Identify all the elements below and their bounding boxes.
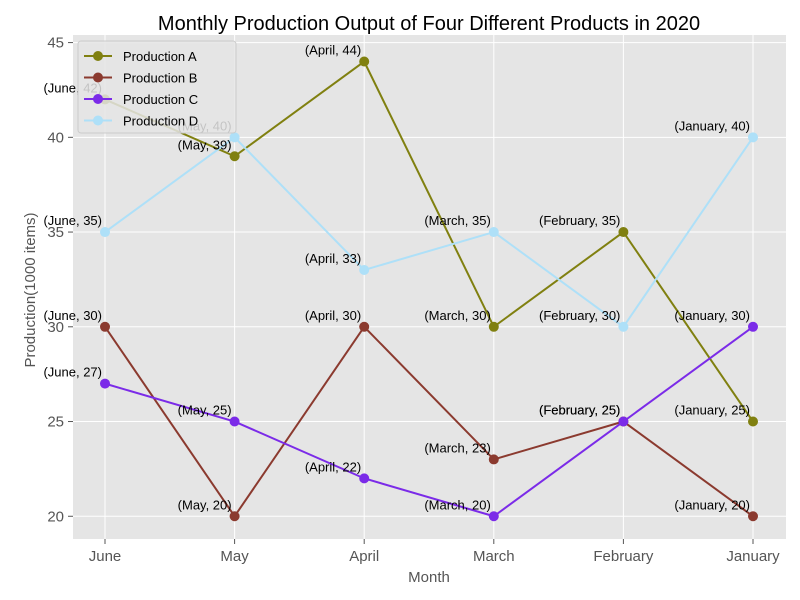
legend-box <box>77 40 237 134</box>
data-point-production-a <box>359 56 370 67</box>
legend-label: Production B <box>123 71 197 86</box>
legend-marker <box>93 51 103 61</box>
x-axis-label: Month <box>408 569 450 586</box>
data-label: (April, 33) <box>305 251 361 266</box>
data-label: (April, 44) <box>305 43 361 58</box>
y-tick-label: 35 <box>47 224 64 241</box>
series-line-production-d <box>104 135 754 329</box>
series-production-d <box>100 132 758 332</box>
data-label: (April, 30) <box>305 308 361 323</box>
data-label: (May, 39) <box>178 137 232 152</box>
data-label: (January, 20) <box>674 497 750 512</box>
data-label: (May, 25) <box>178 403 232 418</box>
data-label: (January, 25) <box>674 403 750 418</box>
legend-marker <box>93 115 103 126</box>
chart-title: Monthly Production Output of Four Differ… <box>158 13 700 35</box>
x-tick-label: February <box>593 548 654 565</box>
data-label: (March, 20) <box>424 497 490 512</box>
legend-entry: Production A <box>84 49 197 64</box>
data-point-production-d <box>229 132 240 143</box>
legend-marker <box>93 94 103 104</box>
data-point-production-a <box>488 321 499 332</box>
x-tick-label: January <box>726 548 780 565</box>
y-axis-label: Production(1000 items) <box>22 212 39 367</box>
data-label: (February, 35) <box>539 213 620 228</box>
data-point-production-a <box>748 416 758 427</box>
data-label: (March, 35) <box>424 213 490 228</box>
series-line-production-a <box>104 60 754 423</box>
data-point-production-c <box>488 511 499 522</box>
x-tick-label: June <box>89 548 122 565</box>
legend-entry: Production C <box>84 92 198 107</box>
legend-label: Production C <box>123 92 198 107</box>
grid <box>73 35 786 539</box>
legend-label: Production D <box>123 114 198 129</box>
y-tick-label: 20 <box>47 508 64 525</box>
x-tick-label: March <box>473 548 515 565</box>
y-tick-label: 25 <box>47 414 64 431</box>
data-label: (February, 25) <box>539 403 620 418</box>
data-point-production-a <box>229 151 240 162</box>
data-point-production-b <box>488 454 499 465</box>
x-tick-label: May <box>220 548 249 565</box>
y-tick-label: 30 <box>47 319 64 336</box>
data-point-production-d <box>100 227 110 238</box>
legend-entry: Production B <box>84 71 197 86</box>
data-label: (January, 30) <box>674 308 750 323</box>
data-label: (May, 20) <box>178 497 232 512</box>
legend-marker <box>93 72 103 83</box>
data-point-production-d <box>359 264 370 275</box>
data-point-production-c <box>748 321 758 332</box>
data-label: (June, 35) <box>43 213 102 228</box>
legend-label: Production A <box>123 49 197 64</box>
data-point-production-d <box>488 227 499 238</box>
data-label: (March, 23) <box>424 440 490 455</box>
legend: Production A Production B Production C Prod… <box>77 40 237 134</box>
y-tick-label: 40 <box>47 129 64 146</box>
data-point-production-d <box>618 321 629 332</box>
legend-entry: Production D <box>84 114 198 129</box>
series-line-production-c <box>104 325 754 518</box>
data-label: (March, 30) <box>424 308 490 323</box>
data-label: (April, 22) <box>305 459 361 474</box>
axis-ticks: June May April March February January 20 25 30 35… <box>47 35 780 565</box>
series-group <box>100 56 758 522</box>
data-point-production-b <box>359 321 370 332</box>
data-point-production-b <box>100 321 110 332</box>
data-label: (January, 40) <box>674 118 750 133</box>
y-tick-label: 45 <box>47 35 64 52</box>
data-point-production-c <box>359 473 370 484</box>
series-production-c <box>100 321 758 522</box>
data-label: (June, 27) <box>43 365 102 380</box>
data-point-production-c <box>229 416 240 427</box>
data-point-production-c <box>618 416 629 427</box>
data-point-production-c <box>100 378 110 389</box>
data-point-production-d <box>748 132 758 143</box>
data-label: (February, 25) <box>539 403 620 418</box>
series-line-production-b <box>104 325 754 519</box>
data-point-production-b <box>748 511 758 522</box>
data-label: (June, 30) <box>43 308 102 323</box>
data-point-production-b <box>229 511 240 522</box>
data-label: (February, 30) <box>539 308 620 323</box>
x-tick-label: April <box>349 548 379 565</box>
data-point-production-a <box>618 227 629 238</box>
